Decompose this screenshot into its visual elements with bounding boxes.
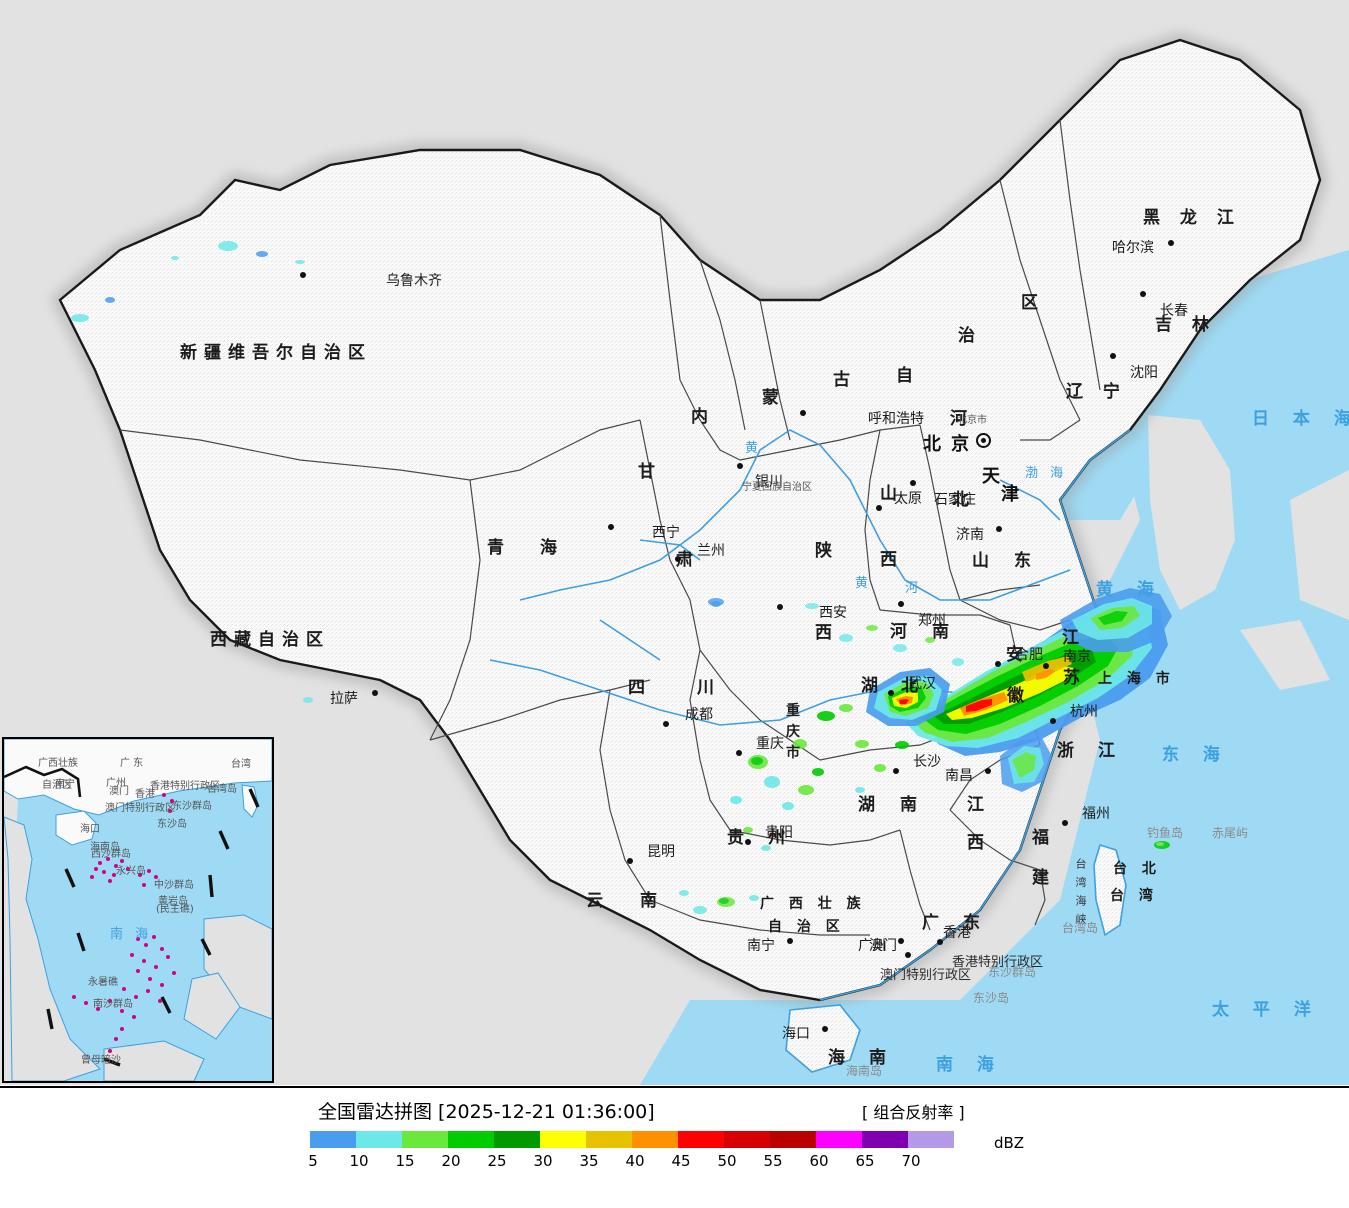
colorbar-tick-5: 5 <box>308 1152 318 1170</box>
colorbar-tick-25: 25 <box>487 1152 507 1170</box>
dbz-colorbar[interactable] <box>310 1131 954 1148</box>
colorbar-swatch-25[interactable] <box>494 1131 540 1148</box>
colorbar-tick-55: 55 <box>763 1152 783 1170</box>
colorbar-swatch-20[interactable] <box>448 1131 494 1148</box>
colorbar-tick-40: 40 <box>625 1152 645 1170</box>
colorbar-swatch-35[interactable] <box>586 1131 632 1148</box>
colorbar-swatch-40[interactable] <box>632 1131 678 1148</box>
hainan-island <box>785 1004 861 1073</box>
colorbar-tick-15: 15 <box>395 1152 415 1170</box>
colorbar-tick-70: 70 <box>901 1152 921 1170</box>
colorbar-tick-65: 65 <box>855 1152 875 1170</box>
colorbar-swatch-30[interactable] <box>540 1131 586 1148</box>
colorbar-swatch-50[interactable] <box>724 1131 770 1148</box>
dbz-unit-label: dBZ <box>994 1134 1025 1152</box>
colorbar-tick-30: 30 <box>533 1152 553 1170</box>
colorbar-swatch-10[interactable] <box>356 1131 402 1148</box>
colorbar-tick-60: 60 <box>809 1152 829 1170</box>
colorbar-swatch-45[interactable] <box>678 1131 724 1148</box>
coastline-layer <box>819 429 1131 1001</box>
colorbar-tick-50: 50 <box>717 1152 737 1170</box>
colorbar-tick-45: 45 <box>671 1152 691 1170</box>
radar-echo-layer <box>71 241 1172 914</box>
colorbar-swatch-5[interactable] <box>310 1131 356 1148</box>
colorbar-swatch-70[interactable] <box>908 1131 954 1148</box>
legend-product-type: [ 组合反射率 ] <box>862 1103 965 1122</box>
south-china-sea-inset[interactable]: 广西壮族 自治区广 东台湾 南宁 广州 香港 澳门 海口 香港特别行政区 澳门特别行政区 台湾岛东… <box>2 737 274 1083</box>
taiwan-island <box>1093 843 1127 937</box>
china-radar-map[interactable]: 新疆维吾尔自治区 西藏自治区青海甘肃内蒙古自治区黑 龙 江吉 林辽 宁河北山西山东… <box>0 0 1349 1085</box>
inset-basemap <box>4 739 272 1081</box>
colorbar-swatch-60[interactable] <box>816 1131 862 1148</box>
dbz-colorbar-ticks: 5 10 15 20 25 30 35 40 45 50 55 60 65 70 <box>308 1152 1000 1172</box>
colorbar-swatch-65[interactable] <box>862 1131 908 1148</box>
colorbar-tick-10: 10 <box>349 1152 369 1170</box>
colorbar-tick-35: 35 <box>579 1152 599 1170</box>
colorbar-swatch-15[interactable] <box>402 1131 448 1148</box>
colorbar-swatch-55[interactable] <box>770 1131 816 1148</box>
colorbar-tick-20: 20 <box>441 1152 461 1170</box>
legend-title: 全国雷达拼图 [2025-12-21 01:36:00] <box>318 1101 655 1123</box>
